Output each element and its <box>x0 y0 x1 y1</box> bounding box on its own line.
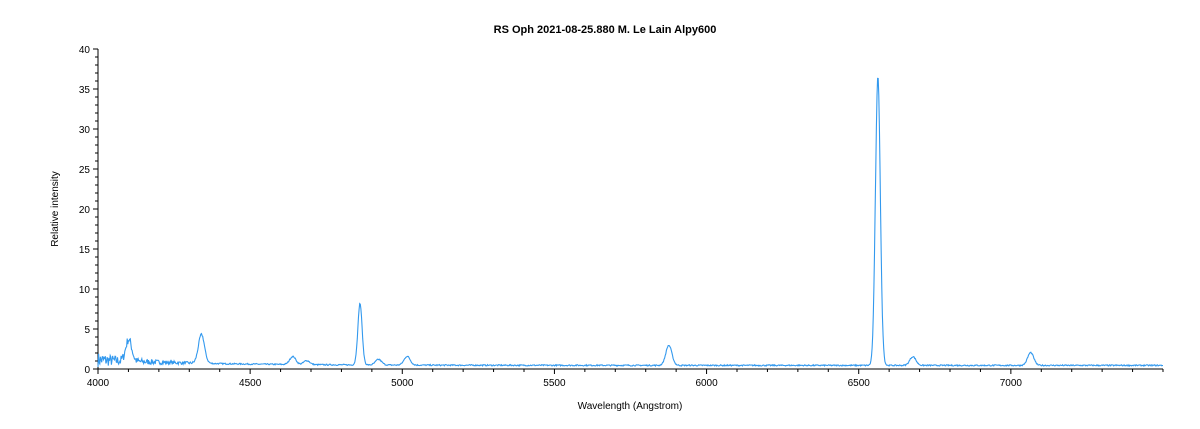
x-axis-ticks: 4000 4500 5000 5500 6000 6500 7000 <box>87 369 1164 389</box>
y-tick-label: 15 <box>79 245 91 256</box>
y-axis-ticks: 0 5 10 15 20 25 30 35 40 <box>79 45 98 376</box>
y-tick-label: 20 <box>79 205 91 216</box>
x-tick-label: 4500 <box>239 378 262 389</box>
x-tick-label: 7000 <box>1000 378 1023 389</box>
y-tick-label: 30 <box>79 125 91 136</box>
x-tick-label: 6500 <box>848 378 871 389</box>
y-tick-label: 5 <box>84 325 90 336</box>
spectrum-line <box>97 77 1163 368</box>
x-tick-label: 6000 <box>695 378 718 389</box>
chart-title: RS Oph 2021-08-25.880 M. Le Lain Alpy600 <box>494 24 717 36</box>
y-tick-label: 35 <box>79 85 91 96</box>
y-axis-label: Relative intensity <box>50 171 61 247</box>
x-tick-label: 5000 <box>391 378 414 389</box>
y-tick-label: 10 <box>79 285 91 296</box>
x-tick-label: 5500 <box>543 378 566 389</box>
y-tick-label: 40 <box>79 45 91 56</box>
y-tick-label: 0 <box>84 365 90 376</box>
x-tick-label: 4000 <box>87 378 110 389</box>
y-tick-label: 25 <box>79 165 91 176</box>
x-axis-label: Wavelength (Angstrom) <box>578 401 683 412</box>
